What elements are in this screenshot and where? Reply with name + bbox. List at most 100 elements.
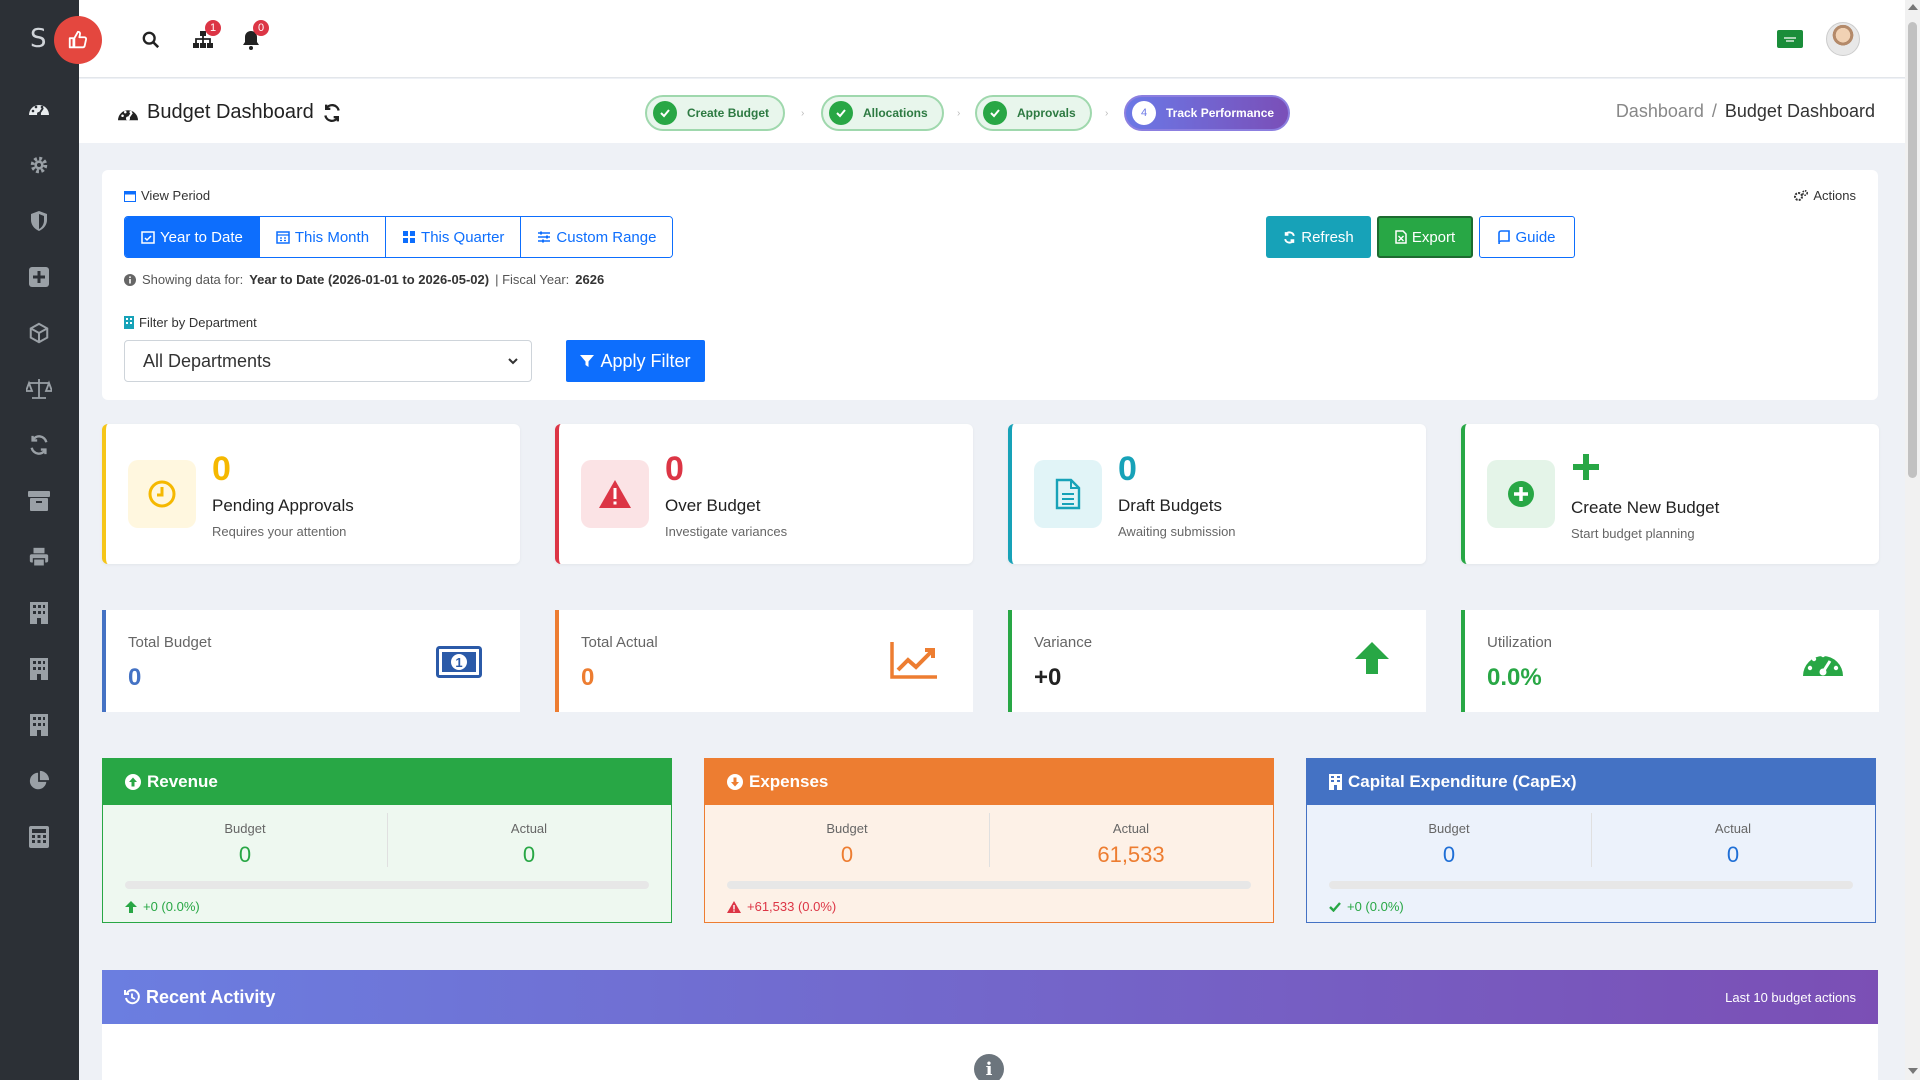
sidebar-item-sync[interactable] [25,431,53,459]
revenue-budget-value: 0 [238,842,252,867]
variance-card: Variance +0 [1008,610,1426,712]
sidebar-item-medical[interactable] [25,263,53,291]
total-actual-label: Total Actual [581,634,658,651]
sidebar-item-reports[interactable] [25,767,53,795]
revenue-body: Budget 0 Actual 0 +0 (0.0%) [103,805,671,922]
wizard-step-allocations[interactable]: Allocations [821,95,944,131]
total-budget-card: Total Budget 0 1 [102,610,520,712]
sidebar-item-settings[interactable] [25,151,53,179]
warning-triangle-icon [599,480,631,508]
over-budget-card[interactable]: 0 Over Budget Investigate variances [555,424,973,564]
apply-filter-button[interactable]: Apply Filter [566,340,705,382]
sidebar-item-building-2[interactable] [25,655,53,683]
thumbs-up-badge-button[interactable] [54,16,102,64]
create-new-budget-card[interactable]: Create New Budget Start budget planning [1461,424,1879,564]
topbar: 1 0 [79,0,1905,78]
expenses-budget: Budget 0 [705,821,989,868]
draft-budgets-card[interactable]: 0 Draft Budgets Awaiting submission [1008,424,1426,564]
period-label: This Month [294,228,370,246]
language-flag-button[interactable] [1777,30,1803,48]
page-scrollbar[interactable] [1905,0,1920,1080]
org-count-badge: 1 [205,20,221,36]
export-button[interactable]: Export [1377,216,1473,258]
refresh-icon[interactable] [322,103,342,123]
sidebar-item-print[interactable] [25,543,53,571]
showing-prefix: Showing data for: [142,272,244,287]
wizard-step-track-performance[interactable]: 4 Track Performance [1124,95,1291,131]
capex-header: Capital Expenditure (CapEx) [1307,759,1875,805]
search-button[interactable] [139,28,163,52]
sidebar-item-inventory[interactable] [25,319,53,347]
utilization-label: Utilization [1487,634,1553,651]
scroll-down-arrow[interactable] [1908,1068,1918,1074]
utilization-card: Utilization 0.0% [1461,610,1879,712]
building-icon [124,316,134,329]
guide-button[interactable]: Guide [1479,216,1575,258]
department-select[interactable]: All Departments [124,340,532,382]
scroll-thumb[interactable] [1908,22,1917,478]
pending-approvals-card[interactable]: 0 Pending Approvals Requires your attent… [102,424,520,564]
arrow-up-icon [1355,642,1389,674]
create-new-budget-title: Create New Budget [1571,498,1720,517]
sidebar-item-dashboard[interactable] [25,96,53,124]
dashboard-icon [29,105,49,116]
sidebar-item-building-1[interactable] [25,599,53,627]
medical-plus-icon [29,267,49,287]
document-icon-box [1034,460,1102,528]
sidebar-item-security[interactable] [25,207,53,235]
org-chart-button[interactable]: 1 [191,20,221,52]
calculator-icon [29,826,49,848]
draft-budgets-subtitle: Awaiting submission [1118,524,1236,539]
page-header: Budget Dashboard Create Budget › Allocat… [79,79,1905,143]
expenses-variance-text: +61,533 (0.0%) [747,899,837,914]
sidebar-item-building-3[interactable] [25,711,53,739]
period-this-month-button[interactable]: This Month [259,217,387,257]
gauge-icon [1803,652,1843,676]
bell-icon [243,31,259,50]
expenses-progress-bar [727,881,1251,889]
column-divider [387,813,388,867]
expenses-variance: +61,533 (0.0%) [727,899,836,914]
clock-icon-box [128,460,196,528]
printer-icon [29,547,49,567]
breadcrumb-root-link[interactable]: Dashboard [1615,101,1704,121]
sidebar-item-calculator[interactable] [25,823,53,851]
book-icon [1498,230,1511,244]
notifications-button[interactable]: 0 [239,20,269,52]
calendar-check-icon [141,231,155,244]
draft-budgets-title: Draft Budgets [1118,496,1222,515]
period-year-to-date-button[interactable]: Year to Date [125,217,260,257]
capex-card: Capital Expenditure (CapEx) Budget 0 Act… [1306,758,1876,923]
wizard-step-create-budget[interactable]: Create Budget [645,95,786,131]
fiscal-prefix: | Fiscal Year: [495,272,570,287]
arrow-circle-down-icon [727,774,743,790]
wizard-step-label: Approvals [1017,106,1076,120]
check-icon [829,101,853,125]
revenue-card: Revenue Budget 0 Actual 0 +0 (0.0%) [102,758,672,923]
calendar-icon [124,190,136,202]
expenses-budget-label: Budget [826,821,868,836]
dashboard-icon [118,109,138,120]
period-this-quarter-button[interactable]: This Quarter [386,217,522,257]
scroll-up-arrow[interactable] [1908,4,1918,10]
sidebar-item-legal[interactable] [25,375,53,403]
revenue-actual-label: Actual [510,821,548,836]
fiscal-year: 2626 [575,272,605,287]
sidebar-item-archive[interactable] [25,487,53,515]
period-custom-range-button[interactable]: Custom Range [521,217,673,257]
shield-icon [31,211,47,231]
expenses-actual: Actual 61,533 [989,821,1273,868]
wizard-step-approvals[interactable]: Approvals [975,95,1092,131]
user-avatar[interactable] [1826,22,1860,56]
sitemap-icon [193,31,213,48]
wizard-step-label: Allocations [863,106,928,120]
info-icon: i [974,1054,1004,1080]
revenue-variance: +0 (0.0%) [125,899,200,914]
view-period-text: View Period [141,188,211,203]
money-bill-icon: 1 [436,646,482,678]
breadcrumb-current: Budget Dashboard [1724,101,1875,121]
sliders-icon [538,231,551,243]
create-new-budget-subtitle: Start budget planning [1571,526,1695,541]
filter-card: View Period Year to Date This Month This… [102,170,1878,400]
refresh-button[interactable]: Refresh [1266,216,1371,258]
